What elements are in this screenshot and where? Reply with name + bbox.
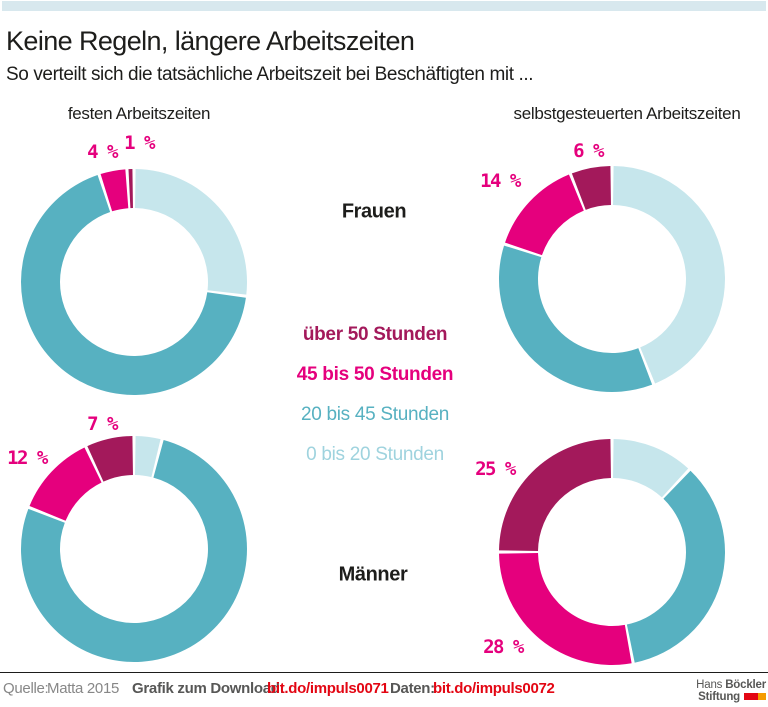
top-accent-bar [2, 1, 766, 11]
logo-stiftung: Stiftung [698, 691, 740, 703]
donut-segment-über-50-stunden [571, 166, 611, 210]
footer-data-link[interactable]: bit.do/impuls0072 [433, 680, 555, 697]
legend-item-20-bis-45-stunden: 20 bis 45 Stunden [300, 404, 450, 425]
donut-segment-0-bis-20-stunden [613, 439, 689, 498]
logo-line1: Hans Böckler [696, 679, 766, 691]
donut-maenner-selbstgesteuert [498, 438, 726, 666]
logo-boeckler: Böckler [725, 679, 766, 691]
logo-orange-block [758, 693, 766, 700]
legend-item-45-bis-50-stunden: 45 bis 50 Stunden [296, 364, 454, 385]
pct-label-maenner-feste-45-50: 12 % [7, 447, 48, 469]
footer-download-link[interactable]: bit.do/impuls0071 [267, 680, 389, 697]
hans-boeckler-stiftung-logo: Hans Böckler Stiftung [696, 679, 766, 703]
pct-label-frauen-feste-ueber-50: 1 % [124, 132, 155, 154]
logo-line2: Stiftung [696, 691, 766, 703]
donut-segment-0-bis-20-stunden [613, 166, 725, 384]
footer-download-label: Grafik zum Download: [132, 680, 285, 697]
donut-segment-20-bis-45-stunden [626, 470, 726, 663]
donut-segment-45-bis-50-stunden [499, 553, 632, 665]
donut-segment-über-50-stunden [499, 439, 611, 551]
legend-item-0-bis-20-stunden: 0 bis 20 Stunden [306, 444, 444, 465]
donut-chart-frauen-feste [21, 169, 248, 395]
pct-label-maenner-feste-ueber-50: 7 % [87, 413, 118, 435]
logo-color-blocks [744, 691, 766, 700]
donut-segment-20-bis-45-stunden [20, 439, 247, 662]
donut-chart-maenner-feste [20, 436, 247, 662]
donut-segment-über-50-stunden [128, 169, 133, 209]
pct-label-frauen-selbst-45-50: 14 % [480, 170, 521, 192]
logo-hans: Hans [696, 679, 726, 691]
footer-divider [0, 672, 768, 673]
page-title: Keine Regeln, längere Arbeitszeiten [6, 26, 415, 56]
donut-segment-über-50-stunden [87, 436, 133, 482]
footer-data-label: Daten: [390, 680, 435, 697]
donut-chart-frauen-selbstgesteuert [498, 166, 725, 393]
donut-frauen-selbstgesteuert [498, 165, 726, 393]
pct-label-frauen-feste-45-50: 4 % [87, 141, 118, 163]
column-header-fixed-hours: festen Arbeitszeiten [67, 104, 211, 123]
donut-maenner-feste [20, 435, 248, 663]
legend-item-ueber-50-stunden: über 50 Stunden [302, 324, 448, 345]
donut-segment-0-bis-20-stunden [135, 169, 248, 295]
donut-frauen-feste [20, 168, 248, 396]
row-label-frauen: Frauen [341, 200, 407, 223]
pct-label-maenner-selbst-45-50: 28 % [483, 636, 524, 658]
donut-segment-45-bis-50-stunden [100, 169, 129, 212]
column-header-self-directed-hours: selbstgesteuerten Arbeitszeiten [513, 104, 741, 123]
logo-red-block [744, 693, 758, 700]
donut-chart-maenner-selbstgesteuert [499, 439, 726, 665]
donut-segment-0-bis-20-stunden [135, 436, 161, 478]
pct-label-frauen-selbst-ueber-50: 6 % [573, 140, 604, 162]
page-subtitle: So verteilt sich die tatsächliche Arbeit… [6, 64, 534, 85]
pct-label-maenner-selbst-ueber-50: 25 % [475, 458, 516, 480]
row-label-maenner: Männer [338, 563, 408, 586]
footer-source-value: Matta 2015 [47, 680, 120, 697]
donut-segment-45-bis-50-stunden [505, 174, 584, 256]
legend: über 50 Stunden 45 bis 50 Stunden 20 bis… [296, 315, 454, 475]
footer-source-label: Quelle: [3, 680, 49, 697]
donut-segment-45-bis-50-stunden [29, 447, 102, 521]
donut-segment-20-bis-45-stunden [21, 175, 246, 395]
donut-segment-20-bis-45-stunden [498, 245, 653, 393]
